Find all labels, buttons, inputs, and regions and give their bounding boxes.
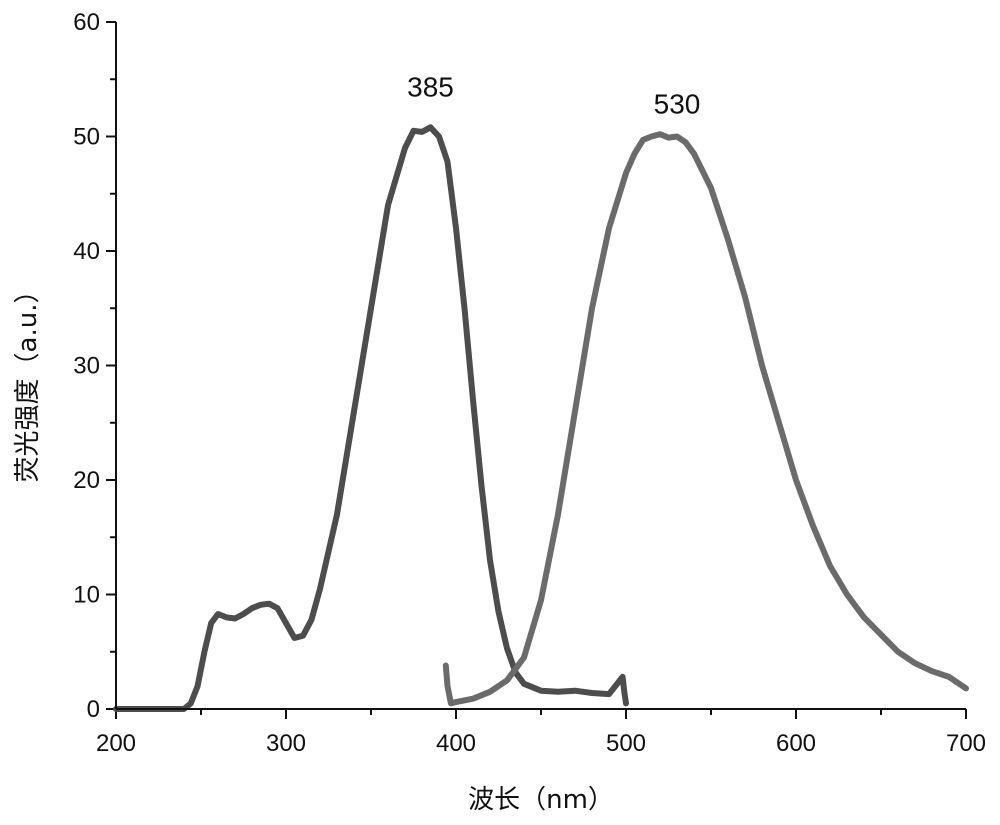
y-tick-label: 60 [73,9,100,36]
y-tick-label: 20 [73,467,100,494]
y-tick-label: 30 [73,353,100,380]
emission-spectrum-line [442,131,969,707]
y-tick-label: 10 [73,582,100,609]
x-tick-label: 600 [776,730,816,757]
x-tick-label: 500 [606,730,646,757]
axis-ticks [106,21,967,719]
excitation-spectrum-line [113,124,629,712]
peak-annotations: 385 530 [407,71,700,119]
y-tick-labels: 0 10 20 30 40 50 60 [73,9,100,723]
y-tick-label: 0 [87,696,100,723]
x-tick-label: 300 [266,730,306,757]
y-axis-label: 荧光强度（a.u.） [13,278,43,483]
peak-label: 385 [407,71,454,102]
peak-label: 530 [654,89,701,120]
series-group [113,124,969,712]
x-tick-label: 200 [96,730,136,757]
x-tick-label: 700 [946,730,986,757]
y-tick-label: 50 [73,124,100,151]
x-tick-label: 400 [436,730,476,757]
x-tick-labels: 200 300 400 500 600 700 [96,730,986,757]
x-axis-label: 波长（nm） [468,785,614,815]
y-tick-label: 40 [73,238,100,265]
